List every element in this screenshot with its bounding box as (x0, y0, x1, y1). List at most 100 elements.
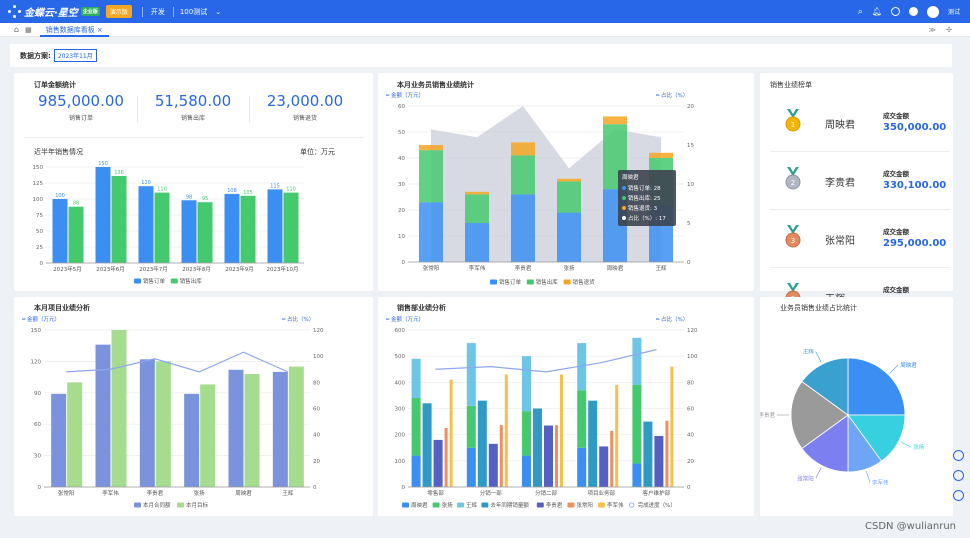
data-label: 120 (141, 180, 151, 186)
bar (433, 439, 443, 487)
help-icon[interactable] (890, 7, 900, 16)
legend-label: 张扬 (442, 501, 454, 509)
y2-tick-label: 0 (687, 260, 691, 266)
data-label: 110 (286, 187, 296, 193)
bar (154, 192, 170, 263)
y-tick-label: 20 (398, 208, 405, 214)
tooltip-dot (622, 196, 626, 200)
bar-segment (577, 343, 587, 391)
tab-sales-dashboard[interactable]: 销售数据库看板 × (39, 23, 109, 37)
smile-icon[interactable] (953, 490, 964, 501)
tooltip-dot (622, 216, 626, 220)
y-tick-label: 40 (398, 156, 405, 162)
left-axis-label: ━ 金额（万元） (21, 315, 60, 323)
ranking-amount-label: 成交金额 (883, 286, 909, 294)
divider (137, 96, 138, 122)
ratio-line (66, 351, 289, 373)
pie-label: 李军伟 (872, 479, 889, 487)
monthly-chart: ━ 金额（万元） ━ 占比（%） 0 10 20 30 40 50 60 0 5 10 15 20 张常阳 李… (385, 91, 694, 286)
settings-icon[interactable]: ✣ (946, 25, 952, 34)
legend-label: 本月合同额 (143, 501, 171, 509)
scheme-select[interactable]: 2023年11月 (53, 49, 97, 62)
legend-label: 销售订单 (143, 277, 166, 285)
divider (24, 137, 364, 138)
ranking-name: 李贵君 (825, 178, 855, 189)
bar (181, 200, 197, 263)
cloud-icon[interactable] (953, 450, 964, 461)
bar-segment (411, 455, 421, 487)
brand-logo[interactable]: 金蝶云·星空 企业版 (8, 4, 100, 19)
y-tick-label: 500 (395, 354, 406, 360)
bar-segment (411, 358, 421, 399)
bar-segment (632, 463, 642, 487)
tenant-selector[interactable]: 100测试 (179, 7, 208, 16)
legend-marker (598, 502, 605, 508)
scheme-label: 数据方案: (20, 51, 51, 60)
divider (172, 6, 174, 17)
left-axis-label: ━ 金额（万元） (385, 91, 424, 99)
tab-bar: ⌂ ▦ 销售数据库看板 × ≫ ✣ (0, 23, 970, 37)
kpi-sales-return: 23,000.00 销售退货 (266, 92, 344, 122)
y-tick-label: 75 (36, 213, 43, 219)
demo-button[interactable]: 演示版 (105, 5, 132, 18)
x-tick-label: 李军伟 (102, 489, 119, 497)
app-icon[interactable] (908, 7, 918, 16)
kpi-sales-outbound: 51,580.00 销售出库 (154, 92, 232, 122)
logo-icon (8, 5, 21, 18)
y2-tick-label: 120 (687, 328, 698, 334)
x-tick-label: 张常阳 (58, 489, 75, 497)
legend-label: 完成进度（%） (638, 501, 676, 509)
ranking-amount: 330,100.00 (883, 180, 947, 191)
legend-marker (526, 279, 534, 285)
bar (67, 382, 83, 487)
bar (240, 195, 256, 263)
pie-leader (865, 471, 871, 483)
legend-label: 李贵君 (546, 501, 563, 509)
headset-icon[interactable] (953, 470, 964, 481)
y2-tick-label: 20 (313, 459, 320, 465)
ranking-amount-label: 成交金额 (883, 112, 909, 120)
home-icon[interactable]: ⌂ (14, 25, 20, 34)
x-tick-label: 2023年5月 (53, 265, 82, 273)
bell-icon[interactable]: 🔔︎ (871, 7, 882, 16)
y-tick-label: 300 (395, 407, 406, 413)
bar (139, 359, 155, 487)
dev-menu[interactable]: 开发 (150, 7, 165, 16)
y-tick-label: 0 (38, 485, 42, 491)
y2-tick-label: 5 (687, 221, 691, 227)
bar (665, 420, 669, 487)
bar (111, 175, 127, 263)
bar-segment (649, 152, 673, 158)
bar-segment (419, 202, 443, 262)
brand-tag: 企业版 (80, 7, 100, 16)
data-label: 115 (270, 183, 280, 189)
x-tick-label: 2023年9月 (225, 265, 254, 273)
pie-label: 周映君 (900, 361, 917, 369)
legend-label: 周映君 (411, 501, 428, 509)
pie-label: 王辉 (803, 348, 815, 356)
ranking-amount-label: 成交金额 (883, 228, 909, 236)
collapse-icon[interactable]: ≫ (928, 25, 936, 34)
avatar[interactable] (926, 5, 939, 18)
bar-segment (465, 194, 489, 223)
apps-icon[interactable]: ▦ (25, 25, 32, 34)
user-name[interactable]: 测试 (947, 9, 960, 16)
bar (599, 446, 609, 487)
search-icon[interactable]: ⌕ (857, 6, 863, 17)
bar-segment (632, 337, 642, 385)
data-label: 110 (157, 187, 167, 193)
bar (533, 408, 542, 487)
legend-label: 张常阳 (576, 501, 593, 509)
data-label: 100 (55, 193, 65, 199)
data-label: 88 (73, 201, 79, 207)
chevron-down-icon[interactable]: ⌄ (215, 7, 222, 16)
bar-segment (557, 181, 581, 213)
tooltip-dot (622, 206, 626, 210)
y2-tick-label: 0 (313, 485, 317, 491)
y-tick-label: 30 (34, 454, 41, 460)
bar-segment (466, 405, 476, 448)
y-tick-label: 100 (33, 197, 44, 203)
pie-label: 张常阳 (797, 474, 814, 482)
bar (588, 400, 598, 487)
y-tick-label: 60 (398, 104, 405, 110)
